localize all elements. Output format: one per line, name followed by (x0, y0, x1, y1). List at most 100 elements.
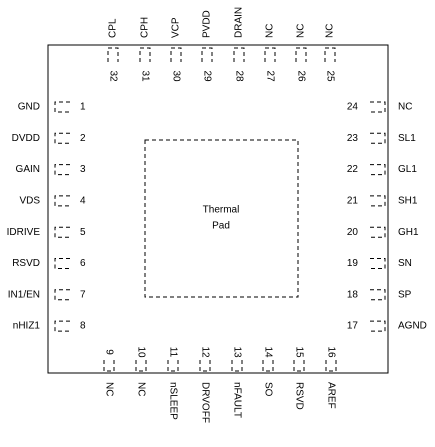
pin-number: 3 (80, 164, 86, 175)
pin-pad (201, 47, 213, 62)
pin-name: GH1 (398, 227, 419, 238)
pin-name: NC (135, 382, 146, 396)
pin-name: IDRIVE (7, 227, 41, 238)
pin-pad (370, 258, 386, 269)
pin-number: 28 (233, 70, 244, 82)
pin-pad (293, 360, 305, 372)
pin-name: GL1 (398, 164, 417, 175)
pin-number: 5 (80, 227, 86, 238)
pin-pad (199, 360, 211, 372)
pin-number: 10 (135, 346, 146, 358)
pin-name: NC (265, 24, 276, 38)
pin-name: SL1 (398, 133, 416, 144)
pin-number: 17 (347, 321, 359, 332)
pin-number: 4 (80, 196, 86, 207)
pin-name: DRVOFF (199, 382, 210, 423)
pin-pad (103, 360, 115, 372)
pin-pad (370, 164, 386, 176)
pin-number: 24 (347, 102, 359, 113)
pin-name: SP (398, 289, 412, 300)
pin-name: nSLEEP (167, 382, 178, 420)
pin-pad (54, 226, 70, 238)
pin-number: 18 (347, 289, 359, 300)
pin-number: 19 (347, 258, 359, 269)
pin-number: 12 (199, 346, 210, 358)
pin-number: 9 (103, 349, 114, 355)
pin-pad (325, 360, 337, 372)
pin-pad (54, 164, 70, 176)
pin-pad (370, 289, 386, 301)
pin-pad (370, 226, 386, 238)
pin-number: 16 (325, 346, 336, 358)
pin-number: 13 (231, 346, 242, 358)
thermal-pad-label: Thermal (203, 205, 240, 216)
pin-name: CPH (140, 17, 151, 38)
pin-number: 15 (293, 346, 304, 358)
pin-number: 7 (80, 289, 86, 300)
pin-name: NC (103, 382, 114, 396)
pin-pad (54, 195, 70, 207)
pin-pad (54, 289, 70, 301)
pin-name: SH1 (398, 196, 418, 207)
pin-name: GND (18, 102, 40, 113)
pin-number: 26 (295, 70, 306, 82)
pin-name: DRAIN (234, 7, 245, 38)
pin-name: AREF (325, 382, 336, 409)
pin-number: 8 (80, 321, 86, 332)
pin-name: RSVD (12, 258, 40, 269)
pin-name: GAIN (16, 164, 40, 175)
pin-name: NC (325, 24, 336, 38)
pin-number: 2 (80, 133, 86, 144)
pin-name: SN (398, 258, 412, 269)
pin-name: RSVD (293, 382, 304, 410)
pin-number: 14 (262, 346, 273, 358)
pin-pad (231, 360, 243, 372)
pin-pad (107, 47, 119, 62)
pin-pad (295, 47, 307, 62)
pin-name: PVDD (202, 10, 213, 38)
pin-number: 1 (80, 102, 86, 113)
pin-name: nFAULT (231, 382, 242, 418)
pin-pad (370, 132, 386, 144)
pin-pad (324, 47, 336, 62)
pin-pad (370, 101, 386, 113)
pin-number: 29 (201, 70, 212, 82)
pin-pad (170, 47, 182, 62)
thermal-pad (144, 139, 299, 298)
pin-name: IN1/EN (8, 289, 40, 300)
pin-number: 22 (347, 164, 359, 175)
pin-name: CPL (108, 18, 119, 38)
thermal-pad-label: Pad (212, 221, 230, 232)
pin-name: AGND (398, 321, 427, 332)
pin-pad (264, 47, 276, 62)
pin-pad (370, 320, 386, 332)
pin-name: SO (262, 382, 273, 397)
pin-pad (233, 47, 245, 62)
pin-number: 20 (347, 227, 359, 238)
pin-name: DVDD (12, 133, 40, 144)
pin-name: VCP (171, 17, 182, 38)
pin-pad (135, 360, 147, 372)
pin-number: 21 (347, 196, 359, 207)
pin-number: 23 (347, 133, 359, 144)
pin-pad (54, 101, 70, 113)
pin-pad (370, 195, 386, 207)
pin-number: 6 (80, 258, 86, 269)
pin-pad (139, 47, 151, 62)
pin-name: NC (296, 24, 307, 38)
package-outline (47, 44, 389, 374)
pin-pad (54, 320, 70, 332)
pin-number: 31 (139, 70, 150, 82)
pin-name: VDS (19, 196, 40, 207)
pin-number: 11 (167, 347, 178, 358)
pin-pad (54, 132, 70, 144)
pin-pad (54, 258, 70, 269)
pin-number: 30 (170, 70, 181, 82)
pin-number: 25 (324, 70, 335, 82)
pin-name: nHIZ1 (13, 321, 41, 332)
pin-number: 32 (107, 70, 118, 82)
pin-pad (262, 360, 274, 372)
pin-name: NC (398, 102, 412, 113)
pin-pad (167, 360, 179, 372)
